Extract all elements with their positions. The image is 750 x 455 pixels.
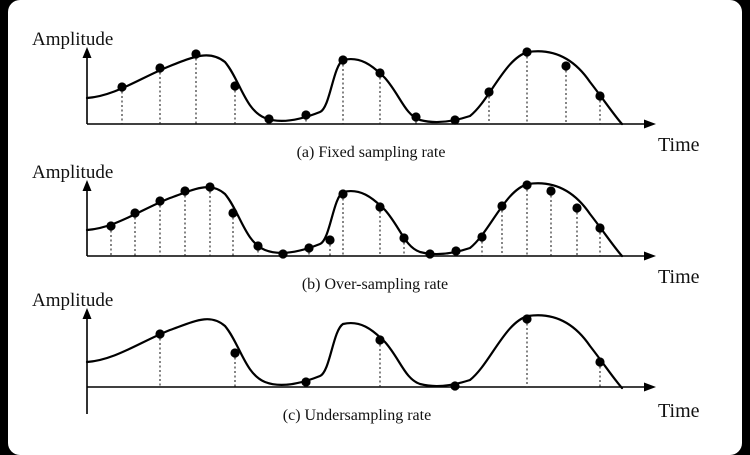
panel-b-sample-point <box>522 180 532 190</box>
panel-a-sample-point <box>450 115 460 125</box>
panel-b-sample-point <box>451 246 461 256</box>
panel-b-sample-point <box>477 232 487 242</box>
panel-a-x-axis-arrow <box>644 119 656 129</box>
panel-b-signal-curve <box>85 182 624 258</box>
panel-a-sample-point <box>191 49 201 59</box>
panel-a-samples <box>117 47 605 125</box>
panel-b-sample-point <box>425 249 435 259</box>
panel-a-sample-point <box>155 63 165 73</box>
panel-c-amplitude-label: Amplitude <box>32 290 113 311</box>
panel-c-caption: (c) Undersampling rate <box>283 407 431 424</box>
panel-b: Amplitude Time (b) Over-sampling rate <box>32 162 700 293</box>
panel-c-sample-point <box>301 377 311 387</box>
panel-c-sample-point <box>375 335 385 345</box>
panel-b-sample-point <box>399 233 409 243</box>
panel-b-sample-point <box>130 208 140 218</box>
panel-a-sample-point <box>595 91 605 101</box>
figure-frame <box>8 0 742 455</box>
panel-c-x-axis-arrow <box>644 382 656 392</box>
panel-b-x-axis-arrow <box>644 251 656 261</box>
panel-c-y-axis-arrow <box>82 308 92 319</box>
panel-a-sample-point <box>230 81 240 91</box>
panel-a-sample-point <box>522 47 532 57</box>
panel-a-sample-point <box>301 110 311 120</box>
panel-b-sample-point <box>180 186 190 196</box>
panel-b-samples <box>106 180 605 259</box>
panel-a: Amplitude Time (a) Fixed sampling rate <box>32 29 700 161</box>
panel-b-amplitude-label: Amplitude <box>32 162 113 183</box>
panel-b-sample-point <box>546 186 556 196</box>
panel-c-sample-point <box>450 381 460 391</box>
panel-b-sample-point <box>325 235 335 245</box>
panel-a-sample-point <box>411 112 421 122</box>
panel-a-sample-point <box>484 87 494 97</box>
panel-a-sample-point <box>264 114 274 124</box>
panel-b-sample-point <box>278 249 288 259</box>
panel-c-sample-point <box>522 314 532 324</box>
panel-c-time-label: Time <box>658 400 700 422</box>
panel-c-sample-point <box>230 348 240 358</box>
panel-b-sample-point <box>375 202 385 212</box>
panel-a-sample-point <box>375 68 385 78</box>
panel-b-sample-point <box>572 203 582 213</box>
panel-b-sample-point <box>338 189 348 199</box>
panel-a-sample-point <box>561 61 571 71</box>
panel-b-caption: (b) Over-sampling rate <box>302 276 448 293</box>
panel-a-time-label: Time <box>658 134 700 156</box>
panel-b-sample-point <box>304 243 314 253</box>
panel-b-sample-point <box>253 241 263 251</box>
panel-a-sample-point <box>338 55 348 65</box>
panel-a-y-axis-arrow <box>82 47 92 58</box>
panel-a-caption: (a) Fixed sampling rate <box>297 144 446 161</box>
panel-a-amplitude-label: Amplitude <box>32 29 113 50</box>
panel-b-sample-point <box>106 221 116 231</box>
panel-c-sample-point <box>595 357 605 367</box>
panel-b-time-label: Time <box>658 266 700 288</box>
panel-c: Amplitude Time (c) Undersampling rate <box>32 290 700 424</box>
panel-b-sample-point <box>228 208 238 218</box>
panel-a-sample-point <box>117 82 127 92</box>
panel-b-sample-point <box>205 182 215 192</box>
panel-b-sample-point <box>155 196 165 206</box>
panel-c-signal-curve <box>85 314 624 390</box>
panel-a-signal-curve <box>85 50 624 126</box>
panel-c-samples <box>155 314 605 391</box>
panel-b-y-axis-arrow <box>82 180 92 191</box>
panel-c-sample-point <box>155 329 165 339</box>
panel-b-sample-point <box>497 201 507 211</box>
panel-b-sample-point <box>595 223 605 233</box>
